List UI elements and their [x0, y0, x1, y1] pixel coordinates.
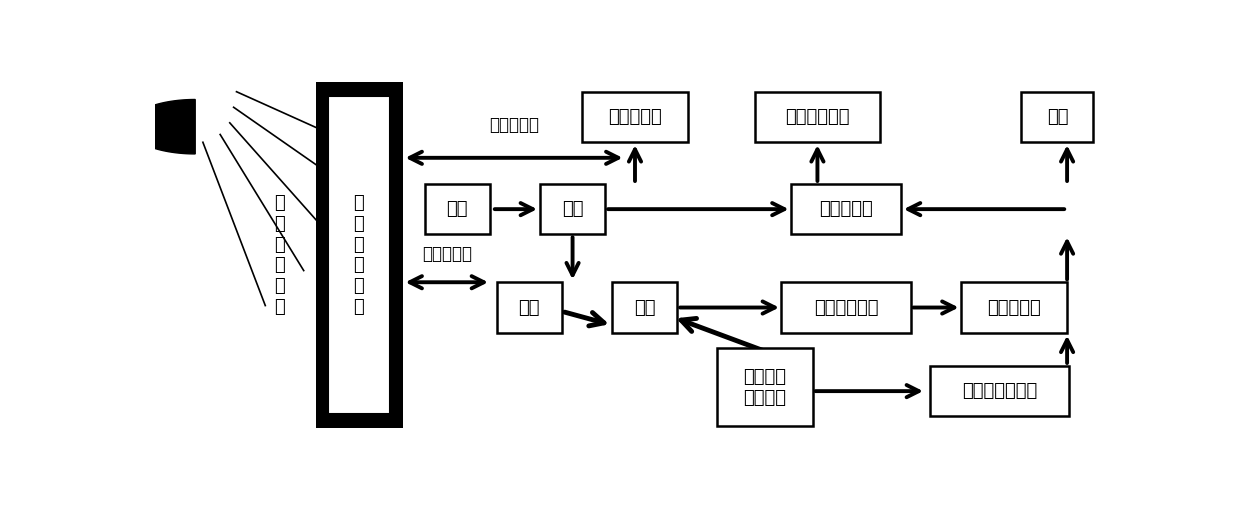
Text: 天然虾青素: 天然虾青素 [608, 108, 662, 126]
Bar [790, 184, 902, 234]
Text: 藻泥: 藻泥 [634, 298, 655, 317]
Text: 真空冷冻
喷雾干燥: 真空冷冻 喷雾干燥 [743, 368, 786, 407]
Text: 藻渣: 藻渣 [1047, 108, 1068, 126]
Text: 超临界提取: 超临界提取 [987, 298, 1041, 317]
Bar [961, 282, 1067, 333]
Bar [497, 282, 563, 333]
Text: 检测与控制: 检测与控制 [489, 117, 539, 134]
Text: 高压均质破壁: 高压均质破壁 [814, 298, 878, 317]
Bar [612, 282, 678, 333]
Text: 藻液: 藻液 [446, 200, 468, 218]
Text: 培
养
基
与
藻
液: 培 养 基 与 藻 液 [353, 194, 364, 316]
Bar [782, 282, 911, 333]
Bar [540, 184, 605, 234]
Text: 超高速碰撞破壁: 超高速碰撞破壁 [963, 382, 1037, 400]
Bar [327, 95, 390, 415]
Text: 洗涤: 洗涤 [519, 298, 540, 317]
Text: 采收: 采收 [561, 200, 584, 218]
Bar [316, 82, 403, 428]
Bar [1021, 92, 1094, 142]
Bar [716, 348, 813, 426]
Polygon shape [128, 99, 196, 154]
Bar [582, 92, 688, 142]
Bar [930, 366, 1069, 417]
Bar [755, 92, 880, 142]
Text: 生物能源原料: 生物能源原料 [786, 108, 850, 126]
Text: 光
生
物
反
应
器: 光 生 物 反 应 器 [274, 194, 285, 316]
Text: 上料与卸料: 上料与卸料 [421, 245, 472, 263]
Bar [425, 184, 489, 234]
Text: 油溶性物料: 油溶性物料 [819, 200, 873, 218]
